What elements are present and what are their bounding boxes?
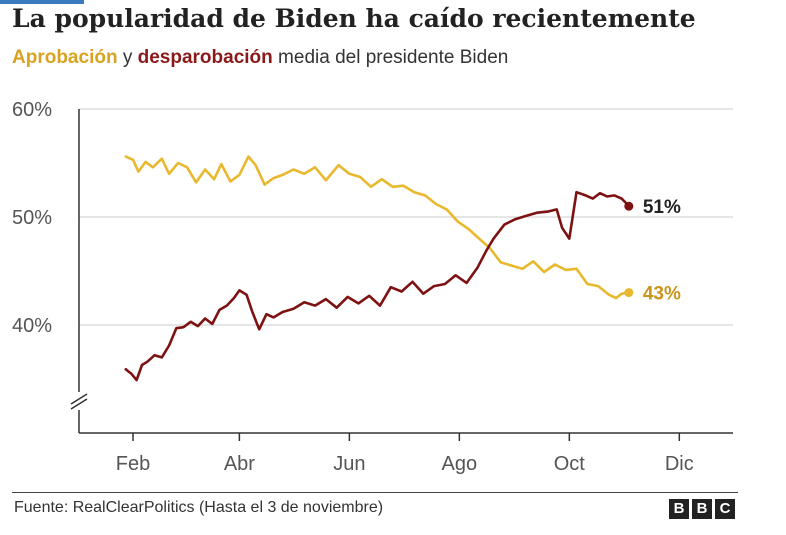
top-accent-bar: [0, 0, 84, 4]
chart-title: La popularidad de Biden ha caído recient…: [12, 4, 696, 33]
x-tick-label: Feb: [116, 453, 150, 475]
approval-end-label: 43%: [643, 284, 681, 305]
bbc-logo-letter: C: [715, 499, 735, 519]
disapproval-end-dot: [624, 201, 634, 211]
bbc-logo-letter: B: [669, 499, 689, 519]
disapproval-line: [124, 190, 631, 382]
bbc-logo-letter: B: [692, 499, 712, 519]
bbc-logo: B B C: [669, 499, 735, 519]
source-note: Fuente: RealClearPolitics (Hasta el 3 de…: [14, 499, 384, 516]
approval-line: [124, 155, 631, 300]
axis-break-mark: [70, 393, 88, 405]
subtitle-disapproval: desparobación: [137, 47, 273, 68]
x-tick-label: Abr: [224, 453, 255, 475]
subtitle-approval: Aprobación: [12, 47, 118, 68]
y-tick-label: 50%: [12, 207, 52, 229]
x-tick-label: Dic: [665, 453, 694, 475]
y-tick-label: 40%: [12, 315, 52, 337]
x-tick-label: Oct: [554, 453, 586, 475]
subtitle-rest: media del presidente Biden: [272, 47, 509, 68]
axis-break-mark: [70, 398, 88, 410]
chart-subtitle: Aprobación y desparobación media del pre…: [12, 47, 508, 69]
x-tick-label: Jun: [333, 453, 365, 475]
subtitle-and: y: [117, 47, 138, 68]
x-tick-label: Ago: [442, 453, 478, 475]
approval-end-dot: [624, 288, 634, 298]
y-tick-label: 60%: [12, 99, 52, 121]
footer-divider: [12, 492, 738, 493]
disapproval-end-label: 51%: [643, 197, 681, 218]
